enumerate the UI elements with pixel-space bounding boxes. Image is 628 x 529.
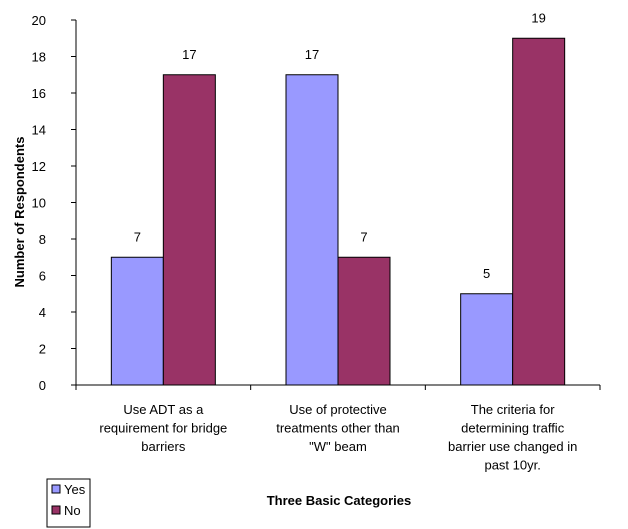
data-label: 7 (360, 229, 367, 244)
y-tick-label: 10 (32, 196, 46, 211)
data-label: 17 (182, 47, 196, 62)
category-label-line: past 10yr. (484, 458, 540, 473)
category-label-line: barrier use changed in (448, 439, 577, 454)
y-tick-label: 2 (39, 342, 46, 357)
category-label-2: Use of protective treatments other than "W… (276, 402, 400, 454)
legend-swatch-no (51, 505, 61, 515)
bar-no-1 (162, 74, 216, 386)
category-label-line: requirement for bridge (99, 421, 227, 436)
bar-yes-1 (110, 256, 164, 386)
category-label-line: The criteria for (471, 402, 555, 417)
category-label-3: The criteria for determining traffic barri… (448, 402, 577, 473)
y-tick-label: 14 (32, 123, 46, 138)
category-labels: Use ADT as a requirement for bridge barrie… (99, 402, 577, 473)
data-labels: 7 17 17 7 5 19 (134, 10, 546, 281)
data-label: 19 (531, 10, 545, 25)
data-label: 5 (483, 266, 490, 281)
category-label-line: barriers (141, 439, 186, 454)
y-axis-ticks: 0 2 4 6 8 10 12 14 16 18 20 (32, 13, 76, 393)
x-axis-ticks (75, 385, 601, 390)
y-tick-label: 8 (39, 232, 46, 247)
y-axis-title: Number of Respondents (12, 137, 27, 288)
bar-no-3 (512, 37, 566, 386)
bar-no-2 (337, 256, 391, 386)
y-tick-label: 0 (39, 378, 46, 393)
y-tick-label: 4 (39, 305, 46, 320)
category-label-line: "W" beam (309, 439, 367, 454)
category-label-line: Use of protective (289, 402, 387, 417)
bars (110, 37, 566, 386)
category-label-line: treatments other than (276, 421, 400, 436)
legend-label-yes: Yes (64, 482, 86, 497)
y-tick-label: 12 (32, 159, 46, 174)
legend-label-no: No (64, 503, 81, 518)
legend: Yes No (46, 478, 91, 528)
data-label: 7 (134, 229, 141, 244)
y-tick-label: 20 (32, 13, 46, 28)
bar-yes-3 (460, 293, 514, 386)
data-label: 17 (305, 47, 319, 62)
y-tick-label: 6 (39, 269, 46, 284)
bar-yes-2 (285, 74, 339, 386)
category-label-line: Use ADT as a (123, 402, 204, 417)
legend-swatch-yes (51, 484, 61, 494)
y-tick-label: 16 (32, 86, 46, 101)
category-label-line: determining traffic (461, 421, 565, 436)
x-axis-title: Three Basic Categories (267, 493, 412, 508)
y-tick-label: 18 (32, 50, 46, 65)
category-label-1: Use ADT as a requirement for bridge barrie… (99, 402, 227, 454)
